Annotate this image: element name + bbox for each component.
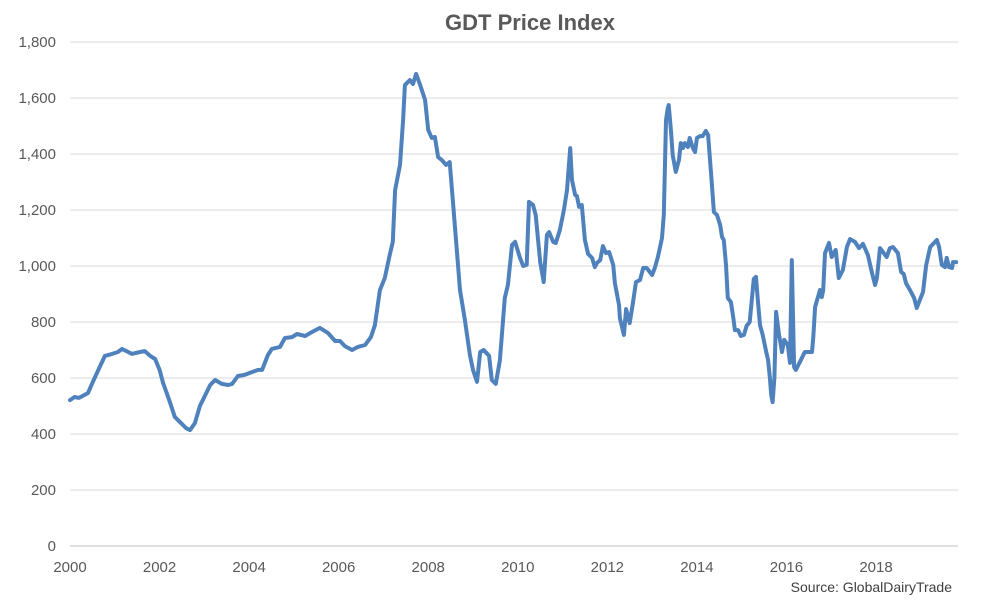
y-tick-label: 200 [31, 482, 56, 499]
x-tick-label: 2012 [591, 559, 624, 576]
x-axis-tick-labels: 2000 2002 2004 2006 2008 2010 2012 2014 2016 2018 [53, 559, 892, 576]
x-tick-label: 2008 [412, 559, 445, 576]
y-tick-label: 1,200 [18, 202, 56, 219]
x-tick-label: 2006 [322, 559, 355, 576]
y-tick-label: 400 [31, 426, 56, 443]
y-tick-label: 1,400 [18, 146, 56, 163]
x-tick-label: 2002 [143, 559, 176, 576]
x-tick-label: 2016 [770, 559, 803, 576]
x-tick-label: 2000 [53, 559, 86, 576]
x-tick-label: 2018 [859, 559, 892, 576]
y-tick-label: 0 [48, 538, 56, 555]
y-tick-label: 1,600 [18, 90, 56, 107]
chart-title: GDT Price Index [445, 10, 616, 35]
x-tick-label: 2004 [232, 559, 265, 576]
x-tick-label: 2010 [501, 559, 534, 576]
y-tick-label: 800 [31, 314, 56, 331]
x-tick-label: 2014 [680, 559, 713, 576]
y-tick-label: 1,800 [18, 34, 56, 51]
source-note: Source: GlobalDairyTrade [791, 579, 953, 595]
y-tick-label: 600 [31, 370, 56, 387]
y-axis-tick-labels: 0 200 400 600 800 1,000 1,200 1,400 1,600 1,800 [18, 34, 56, 555]
gridlines [70, 41, 958, 491]
y-tick-label: 1,000 [18, 258, 56, 275]
series-line-gdt-price-index [68, 71, 959, 433]
